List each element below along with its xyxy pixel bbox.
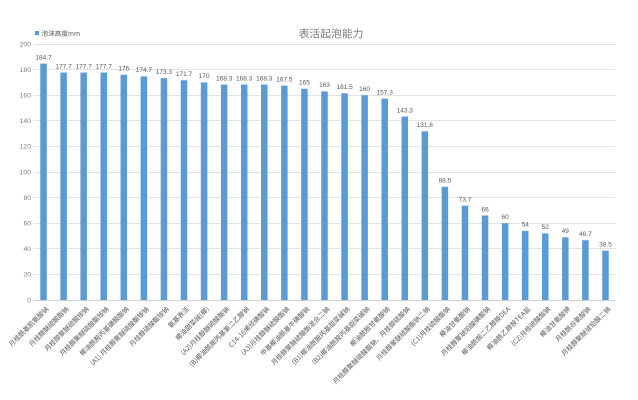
svg-text:168.3: 168.3 bbox=[216, 75, 233, 82]
svg-text:38.5: 38.5 bbox=[599, 242, 612, 249]
svg-text:180: 180 bbox=[20, 67, 32, 74]
svg-text:100: 100 bbox=[20, 169, 32, 176]
svg-text:66: 66 bbox=[481, 206, 489, 213]
svg-text:88.5: 88.5 bbox=[439, 178, 452, 185]
svg-text:174.7: 174.7 bbox=[136, 67, 153, 74]
svg-text:167.5: 167.5 bbox=[276, 76, 293, 83]
svg-text:120: 120 bbox=[20, 144, 32, 151]
svg-text:184.7: 184.7 bbox=[35, 54, 52, 61]
svg-text:177.7: 177.7 bbox=[55, 63, 72, 70]
svg-text:176: 176 bbox=[118, 66, 129, 73]
svg-text:140: 140 bbox=[20, 118, 32, 125]
svg-text:80: 80 bbox=[23, 195, 31, 202]
svg-text:131.8: 131.8 bbox=[417, 122, 434, 129]
svg-text:177.7: 177.7 bbox=[76, 63, 93, 70]
svg-text:165: 165 bbox=[299, 80, 310, 87]
svg-text:171.7: 171.7 bbox=[176, 71, 193, 78]
svg-text:160: 160 bbox=[20, 93, 32, 100]
svg-text:46.7: 46.7 bbox=[579, 231, 592, 238]
svg-text:170: 170 bbox=[199, 73, 210, 80]
svg-text:200: 200 bbox=[20, 41, 32, 48]
svg-text:160: 160 bbox=[359, 86, 370, 93]
svg-text:20: 20 bbox=[23, 272, 31, 279]
svg-text:60: 60 bbox=[23, 221, 31, 228]
svg-text:157.3: 157.3 bbox=[377, 90, 394, 97]
svg-text:143.3: 143.3 bbox=[397, 107, 414, 114]
svg-text:73.7: 73.7 bbox=[459, 197, 472, 204]
svg-text:0: 0 bbox=[27, 297, 31, 304]
svg-text:163: 163 bbox=[319, 82, 330, 89]
svg-text:173.3: 173.3 bbox=[156, 69, 173, 76]
svg-text:40: 40 bbox=[23, 246, 31, 253]
svg-text:177.7: 177.7 bbox=[96, 63, 113, 70]
svg-text:49: 49 bbox=[562, 228, 570, 235]
svg-text:54: 54 bbox=[522, 222, 530, 229]
svg-text:161.5: 161.5 bbox=[336, 84, 353, 91]
svg-text:52: 52 bbox=[542, 224, 550, 231]
svg-text:168.3: 168.3 bbox=[236, 75, 253, 82]
svg-text:168.3: 168.3 bbox=[256, 75, 273, 82]
svg-text:60: 60 bbox=[501, 214, 509, 221]
